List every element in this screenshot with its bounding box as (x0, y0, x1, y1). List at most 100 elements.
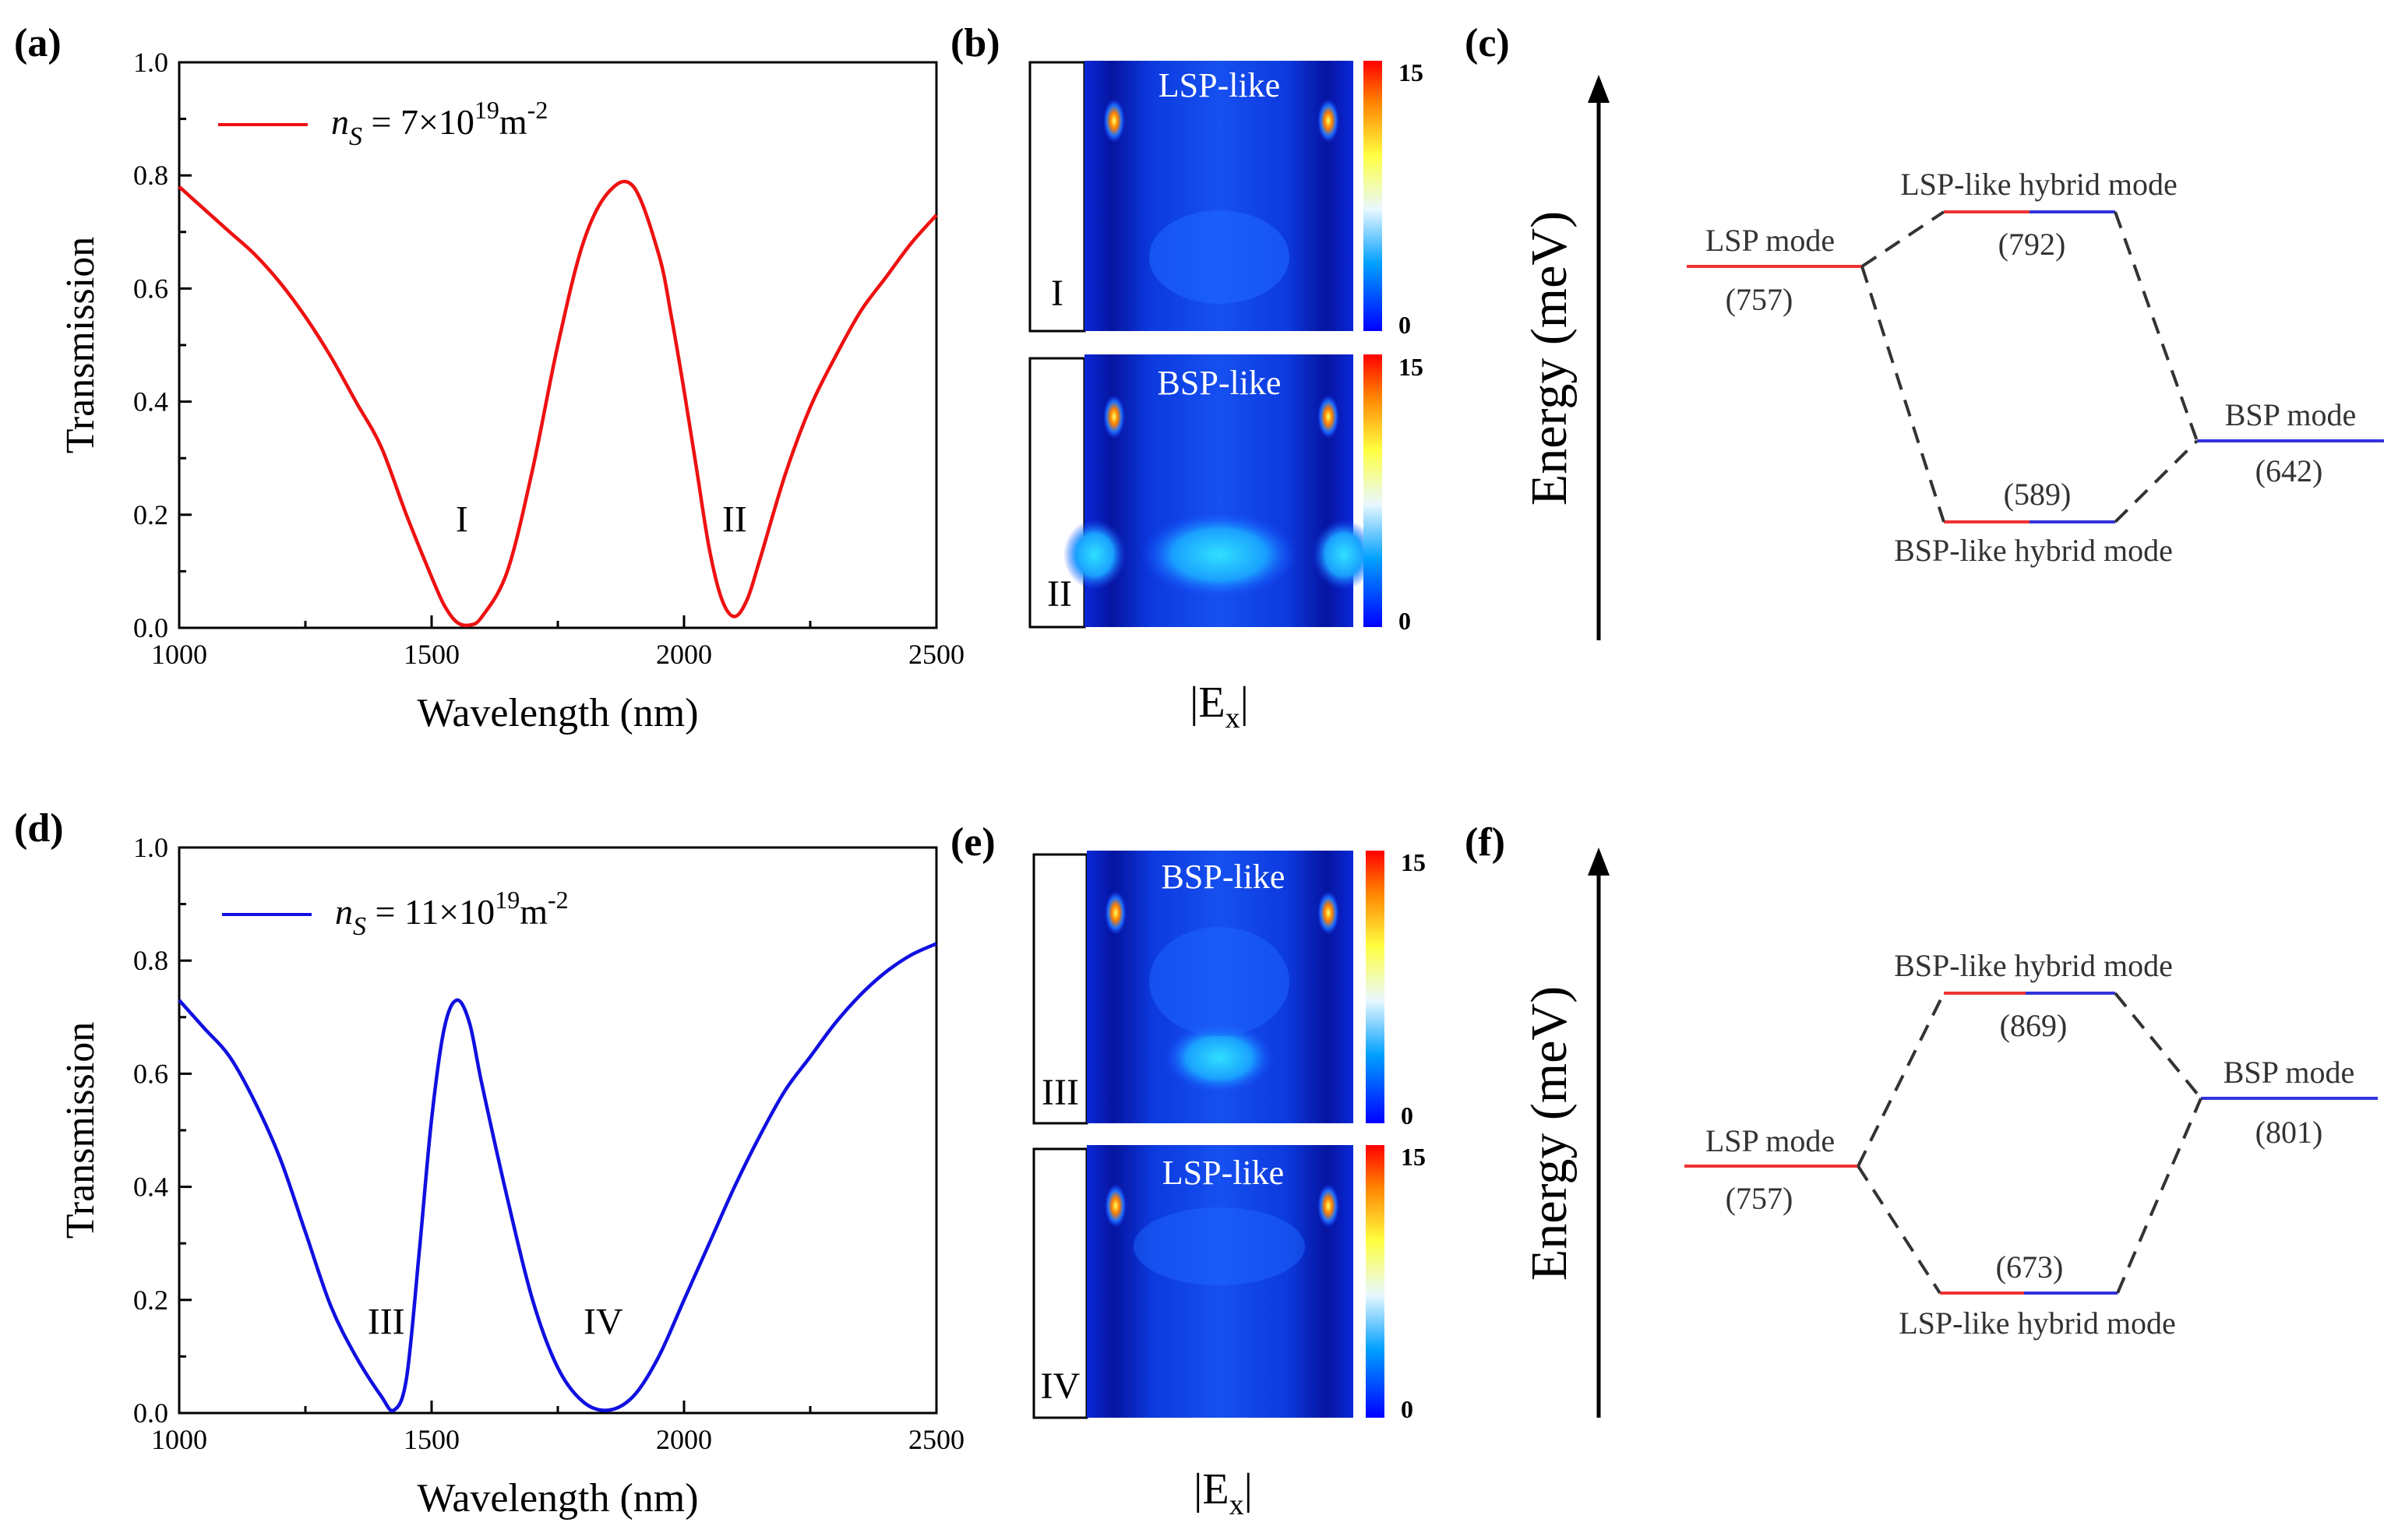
legend-text: nS = 11×1019m-2 (335, 886, 569, 941)
map-title: BSP-like (1158, 364, 1282, 402)
hotspot-left (1105, 891, 1127, 935)
y-tick-label: 0.0 (133, 1397, 168, 1429)
x-axis-label: Wavelength (nm) (417, 1476, 698, 1521)
legend: nS = 11×1019m-2 (222, 886, 569, 941)
panel-d-transmission-plot: (d) 1000 1500 2000 2500 0.0 0.2 0.4 0.6 0.8 1.0 W… (14, 806, 965, 1521)
map-title: LSP-like (1162, 1154, 1284, 1192)
y-tick-label: 0.2 (133, 499, 168, 530)
panel-label-d: (d) (14, 806, 64, 851)
correlation-line (2114, 439, 2199, 523)
correlation-lines (1860, 210, 2199, 523)
structure-outline (1032, 1147, 1088, 1419)
colorbar-min: 0 (1398, 607, 1411, 635)
structure-outline (1032, 853, 1088, 1125)
panel-f-energy-diagram: (f) Energy (meV) LSP mode (757) BSP-like… (1465, 820, 2378, 1418)
y-tick-label: 0.4 (133, 386, 168, 418)
field-caption: |Ex| (1190, 678, 1249, 735)
annotation-layer: I II (456, 499, 747, 541)
field-map-lsp-like: LSP-like IV 15 0 (1032, 1143, 1426, 1423)
x-tick-label: 1000 (151, 639, 207, 670)
cyan-band-center (1141, 512, 1297, 597)
field-caption: |Ex| (1194, 1465, 1253, 1521)
y-tick-label: 0.2 (133, 1285, 168, 1316)
bsp-value: (642) (2255, 453, 2323, 488)
series-layer (178, 179, 938, 628)
upper-hybrid-label: LSP-like hybrid mode (1900, 167, 2178, 202)
structure-outline (1028, 357, 1086, 629)
panel-label-e: (e) (950, 820, 996, 865)
colorbar (1366, 851, 1384, 1123)
hotspot-left (1103, 99, 1125, 143)
map-roman-label: II (1047, 573, 1072, 615)
colorbar-min: 0 (1398, 311, 1411, 339)
lower-hybrid-value: (589) (2004, 477, 2072, 512)
dip-annotation: II (722, 499, 747, 541)
panel-c-energy-diagram: (c) Energy (meV) LSP mode (757) LSP-like… (1465, 21, 2384, 640)
central-field-region (1149, 927, 1289, 1036)
y-tick-label: 0.6 (133, 273, 168, 304)
x-tick-label: 2000 (656, 1424, 712, 1455)
colorbar-max: 15 (1398, 58, 1423, 86)
upper-hybrid-value: (869) (2000, 1008, 2068, 1043)
lower-hybrid-value: (673) (1996, 1249, 2064, 1285)
panel-a-transmission-plot: (a) 1000 1500 2000 2500 0.0 0.2 0.4 0.6 0.8 1.0 W… (14, 21, 965, 735)
bsp-value: (801) (2255, 1115, 2323, 1150)
colorbar (1363, 61, 1382, 331)
map-roman-label: IV (1041, 1366, 1081, 1407)
hotspot-left (1105, 1184, 1127, 1228)
hotspot-right (1317, 1184, 1339, 1228)
y-tick-label: 0.8 (133, 945, 168, 976)
upper-hybrid-label: BSP-like hybrid mode (1894, 948, 2173, 983)
panel-e-field-maps: (e) BSP-like III 15 0 LSP-like IV 15 0 (950, 820, 1426, 1521)
panel-label-c: (c) (1465, 21, 1510, 65)
cyan-band-left (1063, 520, 1126, 590)
central-field-region (1149, 210, 1289, 304)
lsp-value: (757) (1726, 282, 1793, 317)
hotspot-left (1103, 395, 1125, 439)
lower-hybrid-label: LSP-like hybrid mode (1899, 1306, 2176, 1341)
correlation-line (2116, 1098, 2202, 1294)
y-tick-label: 0.4 (133, 1172, 168, 1203)
hotspot-right (1317, 395, 1339, 439)
dip-annotation: III (368, 1301, 405, 1342)
panel-b-field-maps: (b) LSP-like I 15 0 BSP-like II 15 (950, 21, 1423, 735)
field-map-bsp-like: BSP-like II 15 0 (1028, 353, 1423, 635)
bsp-label: BSP mode (2223, 1055, 2355, 1090)
correlation-line (1857, 992, 1945, 1167)
cyan-band-center (1165, 1023, 1274, 1093)
y-tick-label: 0.0 (133, 612, 168, 643)
field-map-lsp-like: LSP-like I 15 0 (1028, 58, 1423, 339)
x-tick-label: 1500 (404, 1424, 460, 1455)
correlation-line (1857, 1165, 1941, 1295)
lower-hybrid-label: BSP-like hybrid mode (1894, 533, 2173, 568)
correlation-line (2114, 992, 2202, 1100)
arrow-head-icon (1588, 848, 1610, 876)
hotspot-right (1317, 99, 1339, 143)
colorbar-min: 0 (1401, 1101, 1413, 1129)
legend-text: nS = 7×1019m-2 (331, 96, 548, 151)
y-axis-label: Transmission (58, 237, 103, 453)
x-tick-label: 1000 (151, 1424, 207, 1455)
correlation-line (1860, 266, 1945, 523)
x-axis-label: Wavelength (nm) (417, 691, 698, 735)
energy-axis-label: Energy (meV) (1521, 211, 1578, 506)
transmission-series-line (178, 179, 938, 628)
panel-label-b: (b) (950, 21, 1000, 65)
colorbar (1363, 354, 1382, 627)
arrow-head-icon (1588, 75, 1610, 103)
colorbar-max: 15 (1401, 848, 1426, 876)
lsp-value: (757) (1726, 1181, 1793, 1216)
legend: nS = 7×1019m-2 (218, 96, 548, 151)
y-axis-label: Transmission (58, 1022, 103, 1239)
map-title: LSP-like (1158, 66, 1280, 104)
series-layer (178, 942, 937, 1413)
annotation-layer: III IV (368, 1301, 623, 1342)
y-tick-label: 1.0 (133, 832, 168, 863)
x-tick-label: 1500 (404, 639, 460, 670)
plot-frame (178, 846, 938, 1415)
colorbar-max: 15 (1401, 1143, 1426, 1171)
lsp-label: LSP mode (1705, 1123, 1835, 1158)
colorbar-max: 15 (1398, 353, 1423, 381)
colorbar (1366, 1145, 1384, 1418)
